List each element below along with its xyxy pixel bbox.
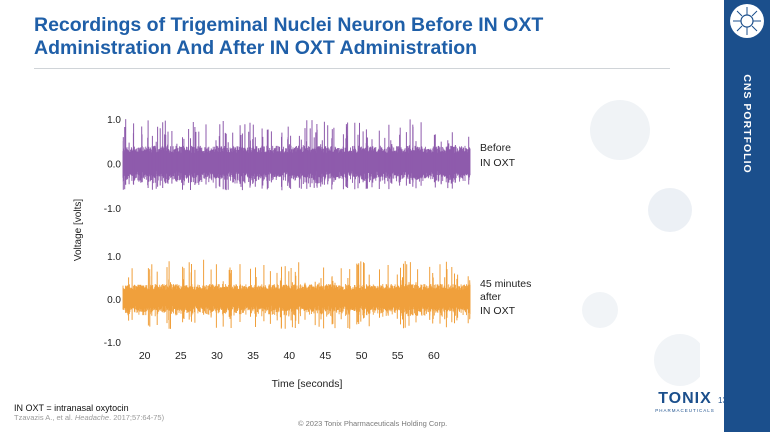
x-tick-label: 30 (211, 350, 223, 362)
sidebar-bar: CNS PORTFOLIO (724, 0, 770, 432)
y-axis-title: Voltage [volts] (73, 199, 84, 261)
series-label-line: IN OXT (480, 157, 516, 169)
x-tick-label: 50 (356, 350, 368, 362)
logo-name: TONIX (658, 390, 712, 407)
y-tick-label: -1.0 (104, 204, 122, 215)
y-tick-label: 1.0 (107, 252, 121, 263)
x-tick-label: 35 (247, 350, 259, 362)
y-tick-label: -1.0 (104, 338, 122, 349)
citation-rest: . 2017;57:64-75) (109, 413, 165, 422)
y-tick-label: 1.0 (107, 115, 121, 126)
x-tick-label: 40 (283, 350, 295, 362)
citation-journal: Headache (74, 413, 110, 422)
series-label-line: 45 minutes (480, 278, 531, 290)
series-label-line: IN OXT (480, 305, 516, 317)
trace-band-0 (122, 145, 471, 184)
x-axis-title: Time [seconds] (272, 378, 343, 390)
series-label-line: Before (480, 142, 511, 154)
citation: Tzavazis A., et al. Headache. 2017;57:64… (14, 413, 164, 422)
title-divider (34, 68, 670, 69)
y-tick-label: 0.0 (107, 160, 121, 171)
x-tick-label: 20 (139, 350, 151, 362)
neuron-icon (730, 4, 764, 38)
y-tick-label: 0.0 (107, 295, 121, 306)
background-decoration (560, 60, 706, 432)
tonix-logo: TONIX PHARMACEUTICALS (652, 387, 718, 422)
footnote: IN OXT = intranasal oxytocin (14, 403, 129, 413)
copyright: © 2023 Tonix Pharmaceuticals Holding Cor… (298, 419, 448, 428)
page-title: Recordings of Trigeminal Nuclei Neuron B… (34, 14, 544, 59)
x-tick-label: 55 (392, 350, 404, 362)
citation-authors: Tzavazis A., et al. (14, 413, 75, 422)
x-tick-label: 25 (175, 350, 187, 362)
logo-subtitle: PHARMACEUTICALS (655, 408, 715, 413)
trace-spikes-0 (122, 119, 470, 191)
page-number: 13 (718, 396, 727, 405)
x-tick-label: 45 (320, 350, 332, 362)
trace-spikes-1 (128, 259, 471, 329)
series-label-line: after (480, 291, 502, 303)
x-tick-label: 60 (428, 350, 440, 362)
